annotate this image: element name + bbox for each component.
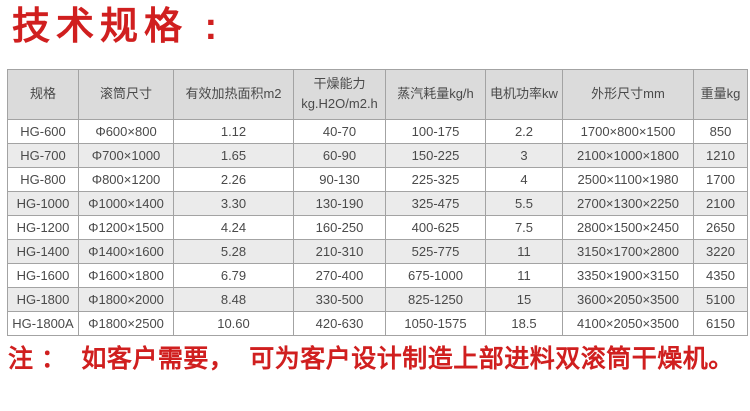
table-header-row: 规格 滚筒尺寸 有效加热面积m2 干燥能力 kg.H2O/m2.h 蒸汽耗量kg/h 电机…: [7, 68, 748, 120]
table-cell: Φ700×1000: [78, 142, 174, 168]
table-cell: 90-130: [293, 166, 386, 192]
table-cell: 1700: [693, 166, 748, 192]
table-cell: 10.60: [173, 310, 294, 336]
table-cell: 11: [485, 238, 563, 264]
table-cell: HG-600: [7, 118, 79, 144]
table-row: HG-1600 Φ1600×1800 6.79 270-400 675-1000 11 33…: [7, 262, 748, 288]
column-header: 重量kg: [693, 68, 748, 120]
table-cell: 2100: [693, 190, 748, 216]
table-row: HG-1400 Φ1400×1600 5.28 210-310 525-775 11 315…: [7, 238, 748, 264]
column-header: 电机功率kw: [485, 68, 563, 120]
table-cell: Φ1600×1800: [78, 262, 174, 288]
table-cell: 11: [485, 262, 563, 288]
table-cell: Φ1000×1400: [78, 190, 174, 216]
table-cell: 130-190: [293, 190, 386, 216]
table-cell: HG-800: [7, 166, 79, 192]
table-cell: HG-1800A: [7, 310, 79, 336]
table-cell: HG-1400: [7, 238, 79, 264]
table-cell: 4100×2050×3500: [562, 310, 694, 336]
table-cell: Φ1800×2000: [78, 286, 174, 312]
table-cell: 420-630: [293, 310, 386, 336]
table-cell: 7.5: [485, 214, 563, 240]
table-cell: 160-250: [293, 214, 386, 240]
table-cell: 2.2: [485, 118, 563, 144]
table-cell: 1210: [693, 142, 748, 168]
table-cell: 5100: [693, 286, 748, 312]
table-cell: 2.26: [173, 166, 294, 192]
table-row: HG-1800A Φ1800×2500 10.60 420-630 1050-1575 1…: [7, 310, 748, 336]
table-cell: 18.5: [485, 310, 563, 336]
table-cell: 325-475: [385, 190, 486, 216]
table-cell: HG-1800: [7, 286, 79, 312]
table-cell: 3350×1900×3150: [562, 262, 694, 288]
table-cell: HG-700: [7, 142, 79, 168]
table-cell: HG-1200: [7, 214, 79, 240]
page-title: 技术规格 :: [12, 6, 224, 48]
table-cell: 6150: [693, 310, 748, 336]
table-cell: 1.12: [173, 118, 294, 144]
table-cell: 850: [693, 118, 748, 144]
table-cell: Φ1400×1600: [78, 238, 174, 264]
table-cell: 400-625: [385, 214, 486, 240]
table-cell: 6.79: [173, 262, 294, 288]
table-cell: 3: [485, 142, 563, 168]
column-header: 外形尺寸mm: [562, 68, 694, 120]
table-cell: 2800×1500×2450: [562, 214, 694, 240]
table-cell: 3600×2050×3500: [562, 286, 694, 312]
table-cell: 5.28: [173, 238, 294, 264]
table-cell: 675-1000: [385, 262, 486, 288]
table-cell: 3.30: [173, 190, 294, 216]
table-row: HG-1200 Φ1200×1500 4.24 160-250 400-625 7.5 28…: [7, 214, 748, 240]
footnote: 注 ： 如客户需要， 可为客户设计制造上部进料双滚筒干燥机。: [8, 344, 734, 373]
table-cell: 3220: [693, 238, 748, 264]
table-cell: 100-175: [385, 118, 486, 144]
table-cell: 3150×1700×2800: [562, 238, 694, 264]
table-cell: 150-225: [385, 142, 486, 168]
table-row: HG-700 Φ700×1000 1.65 60-90 150-225 3 2100×100…: [7, 142, 748, 168]
table-row: HG-600 Φ600×800 1.12 40-70 100-175 2.2 1700×80…: [7, 118, 748, 144]
table-cell: 5.5: [485, 190, 563, 216]
table-cell: 2500×1100×1980: [562, 166, 694, 192]
spec-table: 规格 滚筒尺寸 有效加热面积m2 干燥能力 kg.H2O/m2.h 蒸汽耗量kg/h 电机…: [7, 68, 748, 336]
column-header: 规格: [7, 68, 79, 120]
table-cell: Φ600×800: [78, 118, 174, 144]
table-cell: 40-70: [293, 118, 386, 144]
table-cell: 4: [485, 166, 563, 192]
table-row: HG-1800 Φ1800×2000 8.48 330-500 825-1250 15 36…: [7, 286, 748, 312]
table-cell: 525-775: [385, 238, 486, 264]
column-header: 滚筒尺寸: [78, 68, 174, 120]
table-cell: HG-1600: [7, 262, 79, 288]
table-cell: 825-1250: [385, 286, 486, 312]
table-cell: 330-500: [293, 286, 386, 312]
table-cell: 4350: [693, 262, 748, 288]
table-cell: Φ800×1200: [78, 166, 174, 192]
column-header: 有效加热面积m2: [173, 68, 294, 120]
table-cell: 8.48: [173, 286, 294, 312]
table-cell: 2700×1300×2250: [562, 190, 694, 216]
table-cell: Φ1200×1500: [78, 214, 174, 240]
table-cell: 60-90: [293, 142, 386, 168]
table-cell: 1050-1575: [385, 310, 486, 336]
table-cell: 15: [485, 286, 563, 312]
table-row: HG-800 Φ800×1200 2.26 90-130 225-325 4 2500×11…: [7, 166, 748, 192]
table-cell: 2100×1000×1800: [562, 142, 694, 168]
table-cell: 225-325: [385, 166, 486, 192]
table-cell: 210-310: [293, 238, 386, 264]
column-header: 蒸汽耗量kg/h: [385, 68, 486, 120]
table-cell: Φ1800×2500: [78, 310, 174, 336]
spec-sheet: 技术规格 : 规格 滚筒尺寸 有效加热面积m2 干燥能力 kg.H2O/m2.h 蒸汽耗…: [0, 6, 750, 411]
table-cell: 270-400: [293, 262, 386, 288]
column-header: 干燥能力 kg.H2O/m2.h: [293, 68, 386, 120]
table-cell: HG-1000: [7, 190, 79, 216]
table-cell: 1.65: [173, 142, 294, 168]
table-cell: 4.24: [173, 214, 294, 240]
table-cell: 2650: [693, 214, 748, 240]
table-cell: 1700×800×1500: [562, 118, 694, 144]
table-row: HG-1000 Φ1000×1400 3.30 130-190 325-475 5.5 27…: [7, 190, 748, 216]
table-body: HG-600 Φ600×800 1.12 40-70 100-175 2.2 1700×80…: [7, 118, 748, 336]
